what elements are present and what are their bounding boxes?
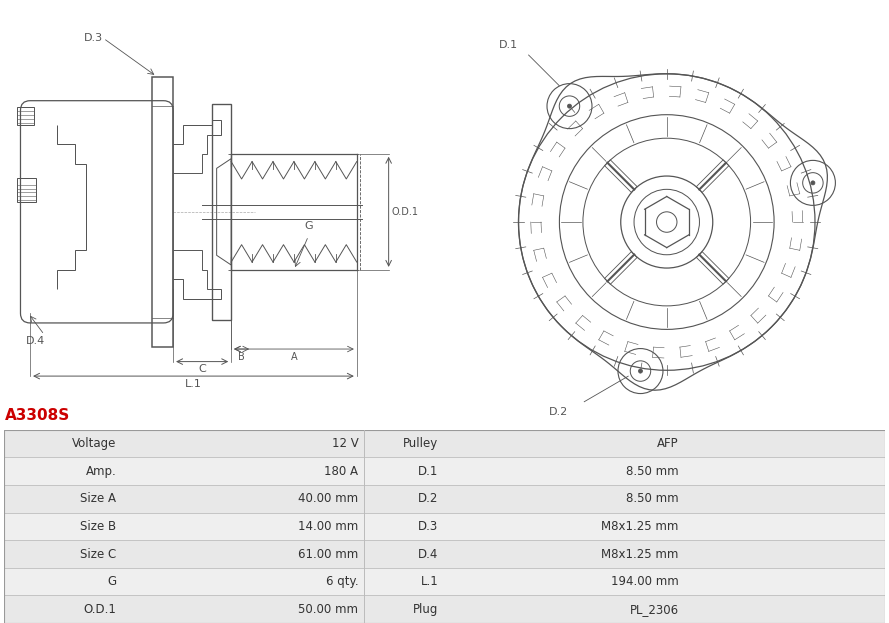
Text: Voltage: Voltage — [72, 437, 116, 450]
Bar — [4, 485, 885, 513]
Text: PL_2306: PL_2306 — [629, 602, 678, 616]
Text: D.1: D.1 — [418, 465, 438, 478]
Text: Size B: Size B — [80, 520, 116, 533]
Text: D.4: D.4 — [27, 336, 45, 346]
Text: 12 V: 12 V — [332, 437, 358, 450]
Text: D.2: D.2 — [418, 492, 438, 505]
Text: 8.50 mm: 8.50 mm — [626, 492, 678, 505]
Text: L.1: L.1 — [420, 575, 438, 588]
Text: O.D.1: O.D.1 — [391, 207, 419, 217]
Bar — [4, 596, 885, 623]
Text: M8x1.25 mm: M8x1.25 mm — [601, 520, 678, 533]
Text: 6 qty.: 6 qty. — [326, 575, 358, 588]
Bar — [17, 107, 34, 125]
Text: 61.00 mm: 61.00 mm — [298, 548, 358, 561]
Text: G: G — [108, 575, 116, 588]
Text: O.D.1: O.D.1 — [84, 602, 116, 616]
Text: 8.50 mm: 8.50 mm — [626, 465, 678, 478]
Text: 50.00 mm: 50.00 mm — [299, 602, 358, 616]
Text: C: C — [198, 364, 206, 374]
Text: B: B — [238, 352, 245, 362]
Text: G: G — [304, 221, 313, 231]
Text: Size A: Size A — [81, 492, 116, 505]
Bar — [4, 568, 885, 596]
Text: M8x1.25 mm: M8x1.25 mm — [601, 548, 678, 561]
Text: 180 A: 180 A — [324, 465, 358, 478]
Bar — [4, 457, 885, 485]
Text: Pulley: Pulley — [404, 437, 438, 450]
Text: L.1: L.1 — [185, 379, 202, 389]
Text: Amp.: Amp. — [85, 465, 116, 478]
Text: 40.00 mm: 40.00 mm — [299, 492, 358, 505]
Text: AFP: AFP — [657, 437, 678, 450]
Text: 194.00 mm: 194.00 mm — [611, 575, 678, 588]
Text: D.2: D.2 — [549, 407, 568, 417]
Text: D.3: D.3 — [84, 33, 103, 43]
Circle shape — [811, 181, 815, 185]
Circle shape — [567, 104, 572, 108]
Bar — [4, 513, 885, 540]
Bar — [4, 540, 885, 568]
Bar — [17, 178, 36, 202]
Text: A: A — [291, 352, 297, 362]
Text: 14.00 mm: 14.00 mm — [298, 520, 358, 533]
Text: Size C: Size C — [80, 548, 116, 561]
Bar — [4, 430, 885, 457]
Text: Plug: Plug — [413, 602, 438, 616]
Text: D.4: D.4 — [418, 548, 438, 561]
Text: D.3: D.3 — [418, 520, 438, 533]
Text: A3308S: A3308S — [4, 408, 69, 424]
Circle shape — [638, 369, 643, 373]
Text: D.1: D.1 — [499, 40, 517, 50]
